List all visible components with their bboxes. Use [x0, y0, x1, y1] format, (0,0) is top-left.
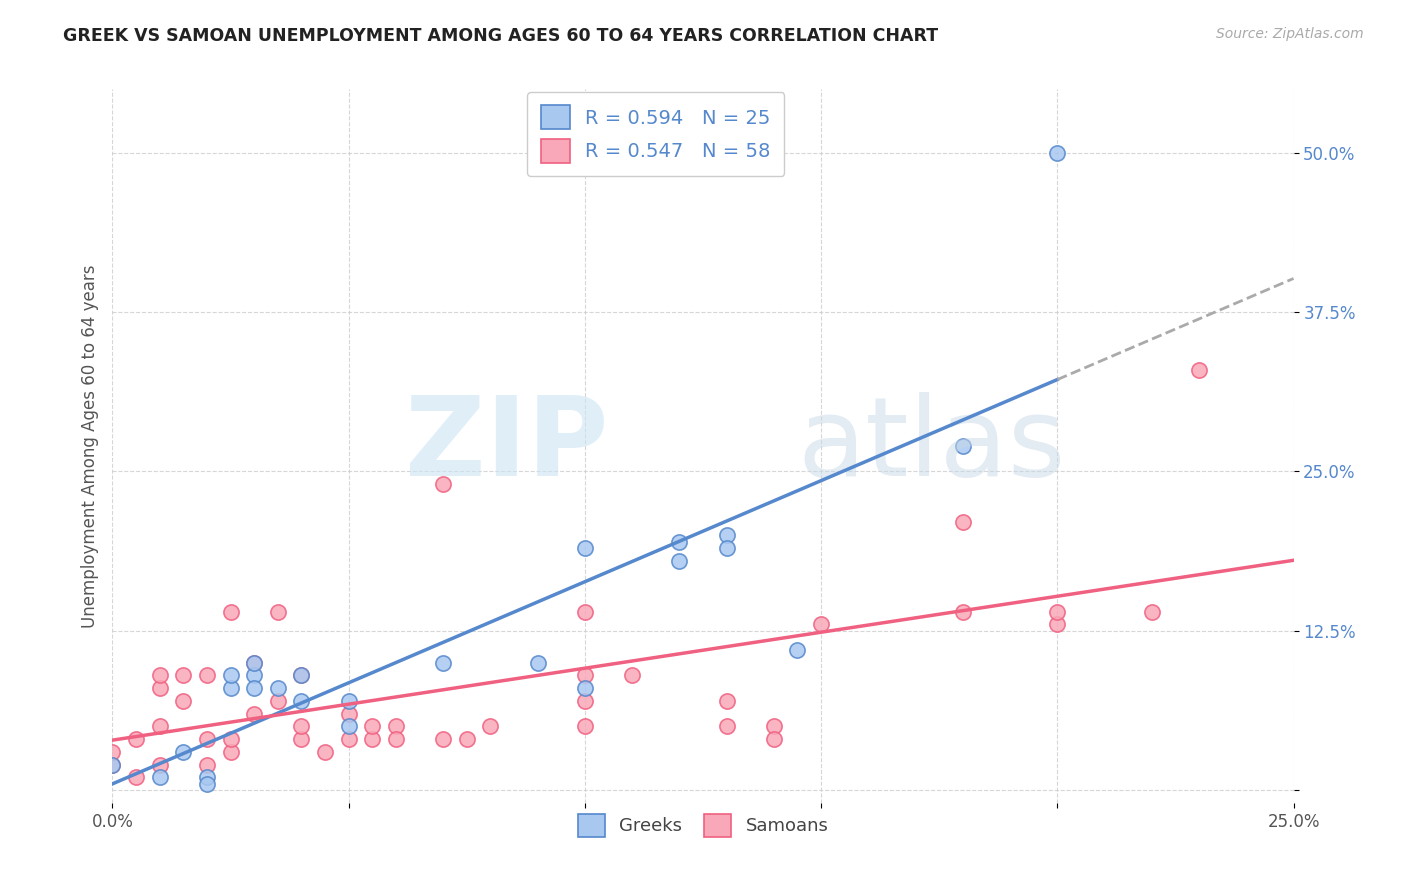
Point [290, 719, 312, 733]
Point [290, 694, 312, 708]
Point [101, 745, 124, 759]
Point [172, 694, 194, 708]
Point [1046, 145, 1069, 160]
Point [574, 668, 596, 682]
Point [149, 668, 172, 682]
Point [149, 719, 172, 733]
Point [267, 605, 290, 619]
Point [621, 668, 644, 682]
Point [361, 719, 384, 733]
Point [574, 605, 596, 619]
Point [952, 516, 974, 530]
Point [1188, 362, 1211, 376]
Point [314, 745, 336, 759]
Point [290, 668, 312, 682]
Text: Source: ZipAtlas.com: Source: ZipAtlas.com [1216, 27, 1364, 41]
Point [952, 605, 974, 619]
Point [195, 770, 218, 784]
Point [432, 477, 454, 491]
Point [1046, 617, 1069, 632]
Point [149, 770, 172, 784]
Point [101, 757, 124, 772]
Point [125, 770, 148, 784]
Point [952, 439, 974, 453]
Point [716, 541, 738, 555]
Point [219, 681, 242, 695]
Point [149, 681, 172, 695]
Point [149, 757, 172, 772]
Point [337, 706, 360, 721]
Point [432, 732, 454, 747]
Point [479, 719, 502, 733]
Point [219, 605, 242, 619]
Point [195, 732, 218, 747]
Point [526, 656, 548, 670]
Point [716, 694, 738, 708]
Text: GREEK VS SAMOAN UNEMPLOYMENT AMONG AGES 60 TO 64 YEARS CORRELATION CHART: GREEK VS SAMOAN UNEMPLOYMENT AMONG AGES … [63, 27, 938, 45]
Point [172, 668, 194, 682]
Point [786, 643, 808, 657]
Y-axis label: Unemployment Among Ages 60 to 64 years: Unemployment Among Ages 60 to 64 years [80, 264, 98, 628]
Point [574, 681, 596, 695]
Point [267, 681, 290, 695]
Point [762, 719, 785, 733]
Point [810, 617, 832, 632]
Point [172, 745, 194, 759]
Point [337, 719, 360, 733]
Point [574, 719, 596, 733]
Point [716, 528, 738, 542]
Point [337, 694, 360, 708]
Point [361, 732, 384, 747]
Point [243, 681, 266, 695]
Text: ZIP: ZIP [405, 392, 609, 500]
Point [219, 745, 242, 759]
Point [195, 777, 218, 791]
Point [243, 656, 266, 670]
Point [385, 719, 408, 733]
Point [762, 732, 785, 747]
Point [243, 706, 266, 721]
Point [195, 668, 218, 682]
Point [668, 554, 690, 568]
Point [574, 694, 596, 708]
Point [432, 656, 454, 670]
Point [574, 541, 596, 555]
Point [385, 732, 408, 747]
Point [243, 656, 266, 670]
Legend: Greeks, Samoans: Greeks, Samoans [571, 807, 835, 844]
Point [1046, 605, 1069, 619]
Point [290, 668, 312, 682]
Point [125, 732, 148, 747]
Point [716, 719, 738, 733]
Point [243, 668, 266, 682]
Point [267, 694, 290, 708]
Point [337, 732, 360, 747]
Point [290, 732, 312, 747]
Point [219, 668, 242, 682]
Text: atlas: atlas [797, 392, 1066, 500]
Point [195, 757, 218, 772]
Point [1140, 605, 1163, 619]
Point [456, 732, 478, 747]
Point [219, 732, 242, 747]
Point [101, 757, 124, 772]
Point [668, 534, 690, 549]
